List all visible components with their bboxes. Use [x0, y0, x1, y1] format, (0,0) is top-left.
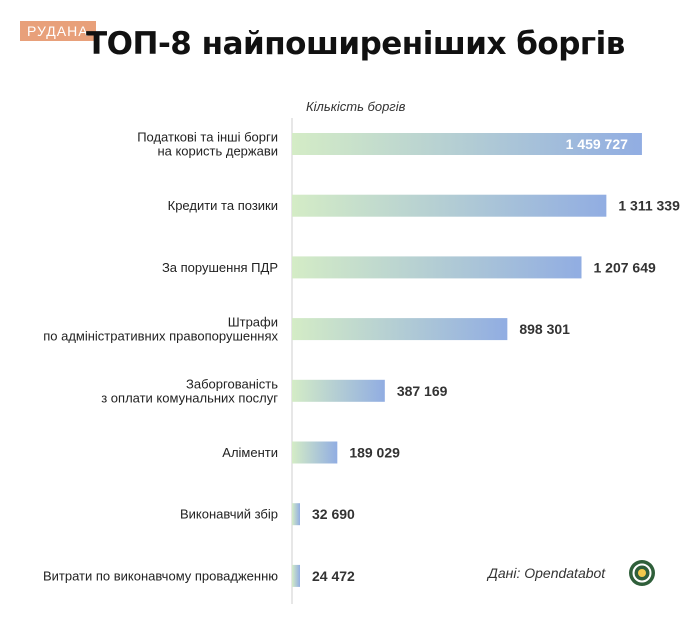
opendatabot-logo-icon: [629, 560, 655, 586]
value-label-3: 1 207 649: [594, 259, 656, 275]
x-axis-label: Кількість боргів: [306, 99, 406, 114]
brand-badge: РУДАНА: [20, 21, 96, 41]
bar-4: [292, 318, 508, 341]
data-source: Дані: Opendatabot: [488, 565, 606, 581]
category-label-4: Штрафи по адміністративних правопорушення…: [43, 315, 278, 344]
bar-6: [292, 441, 338, 464]
value-label-8: 24 472: [312, 568, 355, 584]
bar-7: [292, 503, 300, 526]
value-label-1: 1 459 727: [566, 136, 628, 152]
category-label-7: Виконавчий збір: [180, 507, 278, 522]
value-label-6: 189 029: [349, 445, 400, 461]
category-label-8: Витрати по виконавчому провадженню: [43, 568, 278, 583]
category-label-6: Аліменти: [222, 445, 278, 460]
value-label-4: 898 301: [519, 321, 570, 337]
category-label-2: Кредити та позики: [168, 198, 278, 213]
chart-title: ТОП-8 найпоширеніших боргів: [86, 26, 625, 62]
category-label-1: Податкові та інші борги на користь держав…: [137, 130, 278, 159]
bar-2: [292, 194, 607, 217]
category-label-3: За порушення ПДР: [162, 260, 278, 275]
category-label-5: Заборгованість з оплати комунальних послу…: [101, 376, 278, 405]
value-label-7: 32 690: [312, 506, 355, 522]
bar-5: [292, 379, 385, 402]
value-label-2: 1 311 339: [618, 198, 680, 214]
bar-8: [292, 564, 300, 587]
bar-1: [292, 133, 642, 155]
value-label-5: 387 169: [397, 383, 448, 399]
bar-3: [292, 256, 582, 279]
